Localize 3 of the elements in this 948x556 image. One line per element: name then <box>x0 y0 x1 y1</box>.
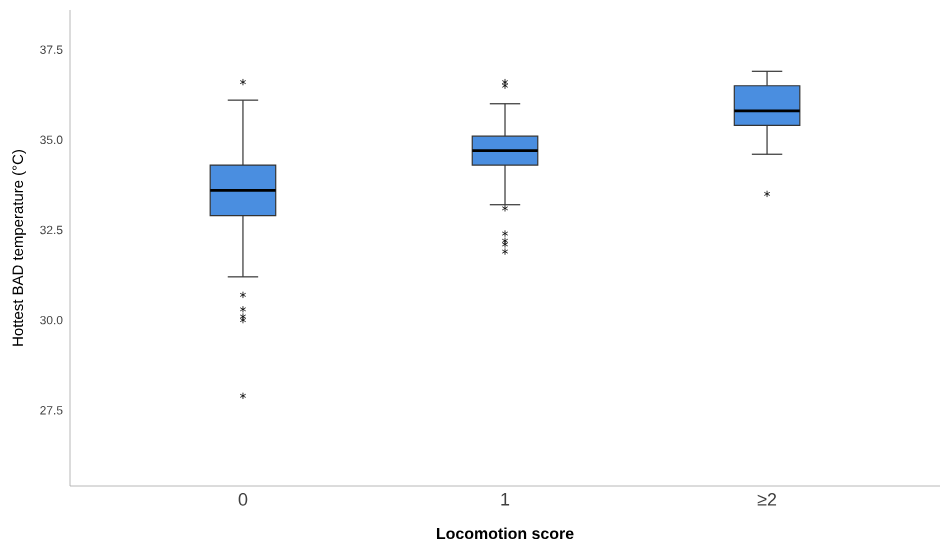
x-tick-label: ≥2 <box>757 493 777 506</box>
x-tick-label: 0 <box>238 493 248 506</box>
x-tick-label: 1 <box>501 493 510 506</box>
